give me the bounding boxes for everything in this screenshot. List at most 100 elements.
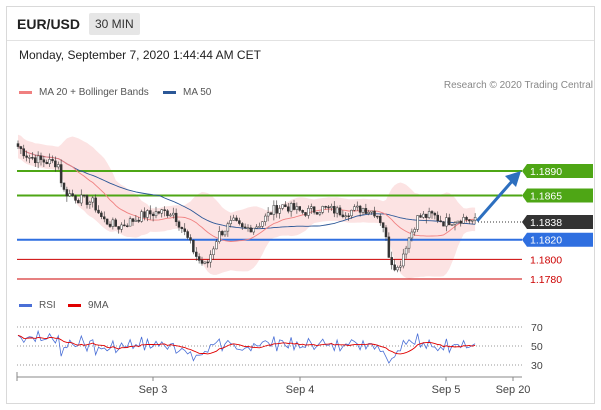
- candle-body: [137, 219, 140, 222]
- candle-body: [97, 209, 100, 214]
- candle-body: [172, 212, 175, 216]
- candle-body: [255, 226, 258, 229]
- candle-body: [376, 215, 379, 218]
- candle-body: [143, 211, 146, 218]
- rsi-level-label-30: 30: [531, 360, 543, 372]
- candle-body: [197, 256, 201, 261]
- candle-body: [39, 155, 43, 160]
- candle-body: [436, 214, 439, 221]
- ma20-line: [17, 146, 476, 242]
- candle-body: [160, 209, 163, 214]
- candle-body: [54, 160, 57, 168]
- candle-body: [88, 201, 92, 205]
- candle-body: [154, 211, 158, 217]
- candle-body: [261, 221, 264, 227]
- legend-item-9ma: 9MA: [68, 300, 109, 311]
- candle-body: [36, 155, 40, 164]
- candle-body: [301, 210, 304, 213]
- candle-body: [131, 218, 135, 222]
- candle-body: [387, 236, 391, 258]
- x-tick-label-Sep-3: Sep 3: [139, 384, 168, 396]
- candle-body: [140, 211, 143, 222]
- candle-body: [402, 253, 405, 267]
- candle-body: [341, 214, 345, 218]
- candle-body: [430, 211, 434, 214]
- candle-body: [22, 148, 25, 157]
- legend-swatch: [19, 90, 32, 94]
- candle-body: [404, 247, 408, 255]
- candle-body: [206, 261, 209, 264]
- last-price-tag: [522, 215, 593, 230]
- candle-body: [80, 194, 83, 204]
- candle-body: [209, 254, 212, 263]
- instrument-name: EUR/USD: [17, 16, 81, 32]
- candle-body: [364, 208, 368, 214]
- candle-body: [51, 159, 54, 162]
- candle-body: [238, 220, 241, 224]
- candle-body: [298, 206, 301, 211]
- x-tick-label-Sep-5: Sep 5: [432, 384, 461, 396]
- level-label-1.1890: 1.1890: [530, 166, 562, 178]
- candle-body: [223, 230, 227, 236]
- candle-body: [410, 231, 414, 239]
- candle-body: [192, 239, 195, 253]
- candle-body: [356, 205, 359, 208]
- candle-body: [422, 213, 425, 218]
- candle-body: [246, 227, 250, 229]
- candle-body: [459, 220, 462, 224]
- candle-body: [149, 210, 152, 215]
- candle-body: [100, 212, 103, 217]
- legend-label: 9MA: [88, 300, 109, 311]
- candle-body: [45, 161, 48, 165]
- candle-body: [82, 194, 86, 197]
- candle-body: [287, 206, 290, 212]
- candle-body: [373, 210, 376, 217]
- candle-body: [281, 204, 284, 209]
- candle-body: [146, 210, 149, 218]
- candle-body: [327, 206, 330, 209]
- candle-body: [318, 212, 322, 215]
- candle-body: [249, 227, 253, 233]
- candle-body: [413, 229, 416, 233]
- candle-body: [85, 195, 89, 205]
- candle-body: [229, 220, 232, 225]
- candle-body: [353, 206, 356, 211]
- candle-body: [407, 237, 411, 249]
- candle-body: [333, 206, 336, 214]
- candle-body: [358, 205, 362, 213]
- candle-body: [361, 208, 365, 213]
- research-credit: Research © 2020 Trading Central: [443, 80, 593, 91]
- chart-header: EUR/USD 30 MIN: [7, 7, 594, 41]
- candle-body: [315, 212, 319, 215]
- candle-body: [384, 227, 388, 238]
- candle-body: [272, 205, 276, 215]
- candle-body: [151, 213, 155, 217]
- timeframe-button[interactable]: 30 MIN: [89, 13, 140, 35]
- candle-body: [473, 217, 477, 221]
- candle-body: [166, 210, 169, 217]
- candle-body: [425, 213, 428, 218]
- candle-body: [71, 193, 74, 197]
- candle-body: [232, 217, 235, 221]
- candle-body: [433, 212, 437, 216]
- candles: [16, 140, 477, 273]
- legend-item-rsi: RSI: [19, 300, 56, 311]
- candle-body: [220, 231, 224, 236]
- level-tag-1.1890: [522, 164, 593, 178]
- candle-body: [117, 226, 120, 230]
- candle-body: [163, 209, 166, 211]
- candle-body: [278, 208, 281, 214]
- candle-body: [189, 237, 192, 241]
- candle-body: [34, 157, 37, 164]
- candle-body: [42, 159, 46, 163]
- candle-body: [258, 226, 261, 228]
- candle-body: [157, 211, 161, 214]
- candle-body: [307, 208, 310, 216]
- candle-body: [28, 157, 31, 159]
- legend-swatch: [163, 90, 176, 94]
- candle-body: [289, 203, 293, 212]
- candle-body: [57, 164, 60, 168]
- candle-body: [445, 217, 448, 227]
- level-label-1.1820: 1.1820: [530, 235, 562, 247]
- candle-body: [111, 219, 115, 227]
